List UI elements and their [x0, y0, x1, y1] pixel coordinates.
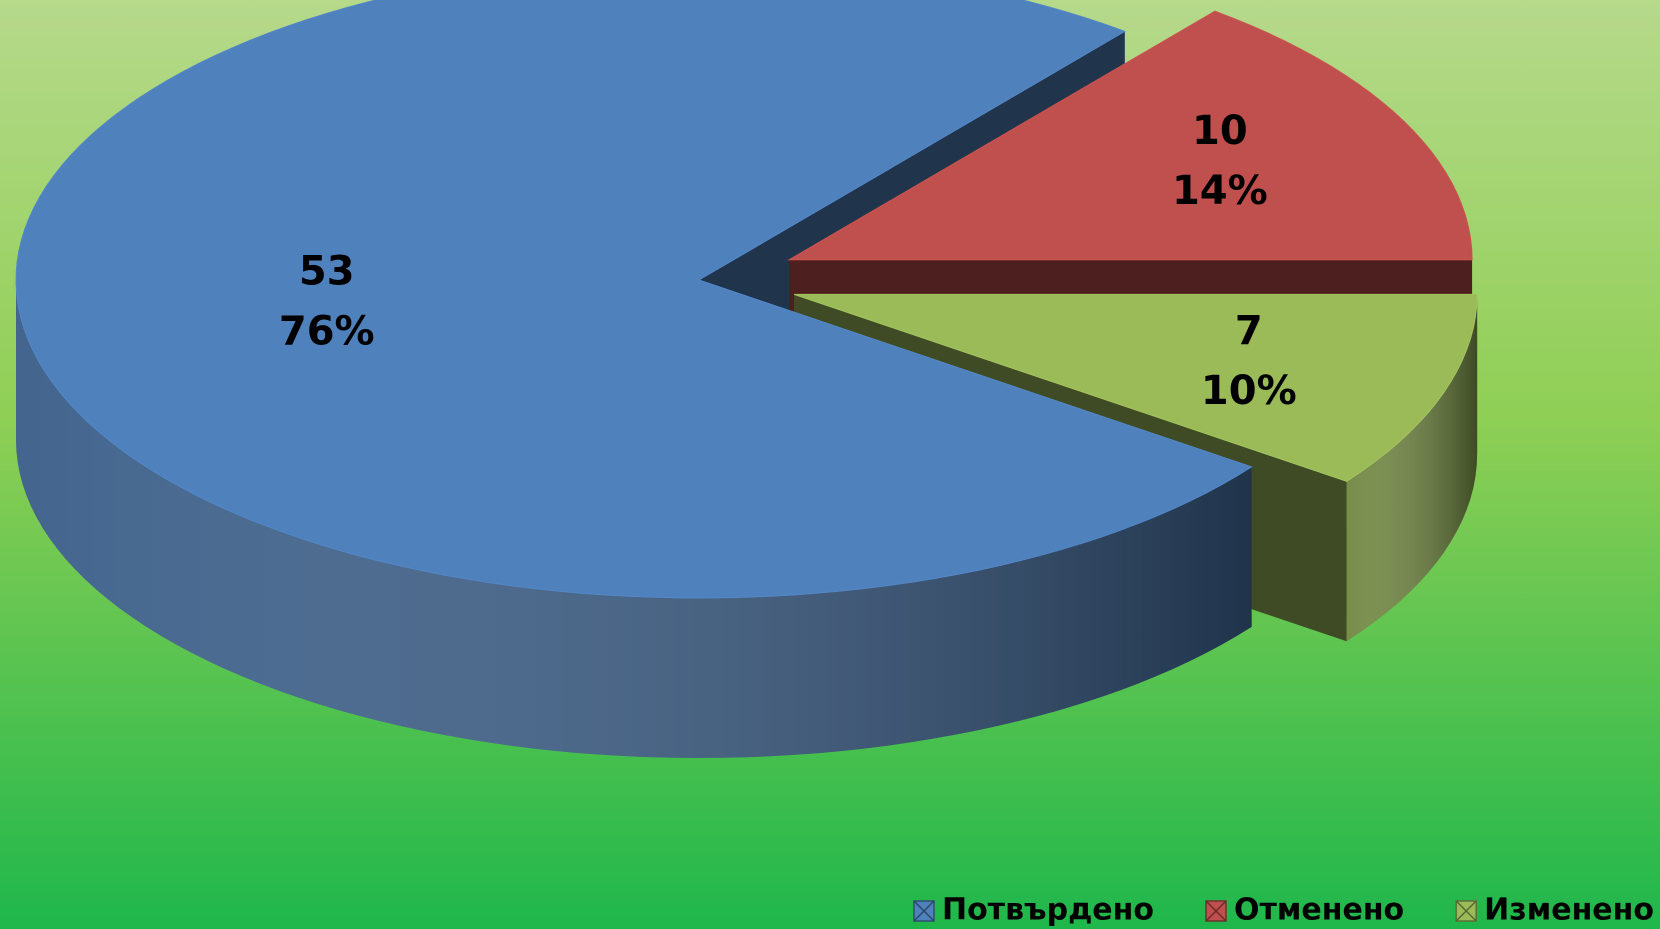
slice-side-shade	[1346, 294, 1478, 642]
slice-side-shade	[16, 280, 1252, 758]
data-label: 53	[299, 248, 355, 294]
slice	[793, 293, 1478, 482]
legend-label: Отменено	[1234, 893, 1404, 928]
legend-item: Отменено	[1205, 893, 1404, 928]
legend-item: Изменено	[1455, 893, 1654, 928]
legend-swatch-bevel	[1205, 900, 1227, 922]
legend-swatch-bevel	[1455, 900, 1477, 922]
percent-label: 10%	[1201, 368, 1297, 414]
percent-label: 14%	[1172, 168, 1268, 214]
legend-label: Изменено	[1484, 893, 1654, 928]
legend-label: Потвърдено	[942, 893, 1154, 928]
slice	[787, 10, 1473, 261]
slice	[15, 0, 1253, 599]
data-label: 7	[1235, 308, 1263, 354]
legend-item: Потвърдено	[913, 893, 1154, 928]
legend-swatch-bevel	[913, 900, 935, 922]
percent-label: 76%	[279, 308, 375, 354]
data-label: 10	[1192, 108, 1248, 154]
